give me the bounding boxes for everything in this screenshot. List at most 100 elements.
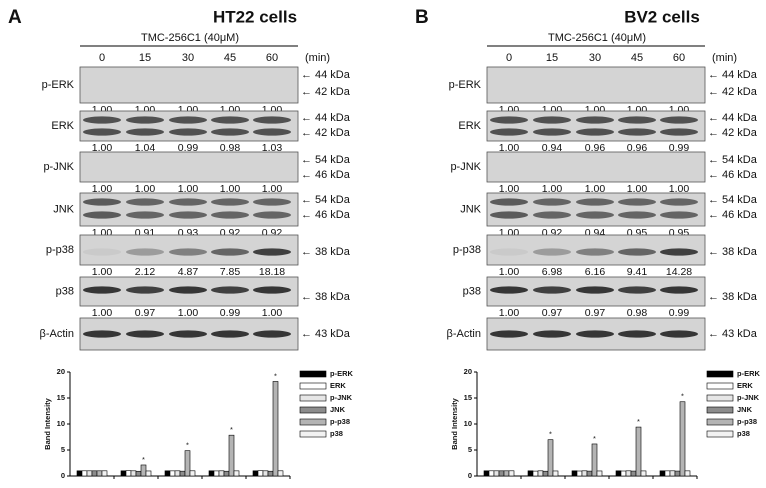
bar	[498, 470, 505, 477]
legend-swatch	[706, 370, 734, 378]
band	[618, 330, 656, 338]
band	[126, 330, 164, 338]
bar	[508, 470, 515, 477]
y-tick-label: 20	[464, 367, 472, 376]
band	[490, 248, 528, 256]
bar	[135, 470, 142, 477]
bar	[596, 470, 603, 477]
marker-arrow: ←	[708, 127, 719, 139]
quant-value: 0.98	[627, 307, 648, 319]
y-axis-label: Band Intensity	[43, 397, 52, 450]
legend-label: JNK	[737, 405, 753, 414]
marker-arrow: ←	[301, 69, 312, 81]
band	[169, 128, 207, 136]
legend-label: p-JNK	[737, 393, 760, 402]
band	[533, 116, 571, 124]
time-label: 30	[589, 52, 601, 64]
significance-marker: *	[186, 441, 189, 450]
quant-value: 6.16	[585, 266, 606, 278]
band	[253, 330, 291, 338]
bar	[659, 470, 666, 477]
band	[83, 198, 121, 206]
bar	[581, 470, 588, 477]
quant-value: 1.00	[499, 307, 520, 319]
bar	[684, 470, 691, 477]
band	[253, 128, 291, 136]
significance-marker: *	[274, 371, 277, 380]
y-tick-label: 0	[468, 471, 472, 480]
quant-value: 1.00	[178, 307, 199, 319]
y-tick-label: 0	[61, 471, 65, 480]
bar	[527, 470, 534, 477]
band	[126, 128, 164, 136]
band	[576, 116, 614, 124]
marker-arrow: ←	[708, 154, 719, 166]
marker-arrow: ←	[708, 291, 719, 303]
band	[618, 286, 656, 294]
band	[83, 211, 121, 219]
treatment-label: TMC-256C1 (40μM)	[141, 32, 239, 44]
quant-value: 4.87	[178, 266, 199, 278]
time-label: 30	[182, 52, 194, 64]
time-label: 45	[631, 52, 643, 64]
bar	[218, 470, 225, 477]
band	[126, 286, 164, 294]
quant-value: 6.98	[542, 266, 563, 278]
bar	[96, 470, 103, 477]
time-label: 15	[139, 52, 151, 64]
band	[576, 211, 614, 219]
legend-label: JNK	[330, 405, 346, 414]
bar	[120, 470, 127, 477]
marker-arrow: ←	[708, 328, 719, 340]
bar	[179, 470, 186, 477]
quant-value: 0.97	[585, 307, 606, 319]
bar	[547, 439, 554, 477]
band	[576, 286, 614, 294]
band	[211, 286, 249, 294]
blot-label: p-JNK	[450, 161, 481, 173]
quant-value: 1.00	[542, 183, 563, 195]
quant-value: 0.99	[669, 142, 690, 154]
bar	[630, 470, 637, 477]
bar	[184, 450, 191, 477]
quant-value: 1.03	[262, 142, 283, 154]
band	[126, 248, 164, 256]
quant-value: 0.97	[135, 307, 156, 319]
significance-marker: *	[230, 425, 233, 434]
bar	[145, 470, 152, 477]
marker-label: 46 kDa	[722, 209, 758, 221]
time-label: 60	[673, 52, 685, 64]
quant-value: 0.94	[542, 142, 563, 154]
legend-label: p38	[737, 429, 750, 438]
blot-label: p-JNK	[43, 161, 74, 173]
blot-label: p-ERK	[449, 79, 482, 91]
bar	[277, 470, 284, 477]
bar	[76, 470, 83, 477]
significance-marker: *	[637, 417, 640, 426]
bar	[228, 434, 235, 477]
band	[83, 248, 121, 256]
bar	[272, 381, 279, 477]
legend-label: p-p38	[737, 417, 757, 426]
quant-value: 1.00	[92, 266, 113, 278]
quant-value: 1.00	[92, 142, 113, 154]
marker-arrow: ←	[301, 328, 312, 340]
legend-swatch	[706, 418, 734, 426]
bar	[576, 470, 583, 477]
blot-image	[79, 192, 299, 227]
band	[533, 286, 571, 294]
bar	[257, 470, 264, 477]
panel-letter: A	[8, 7, 22, 28]
bar	[169, 470, 176, 477]
quant-value: 1.00	[585, 183, 606, 195]
band	[253, 248, 291, 256]
band	[576, 128, 614, 136]
time-label: 0	[506, 52, 512, 64]
blot-image	[486, 192, 706, 227]
legend-swatch	[299, 382, 327, 390]
marker-label: 46 kDa	[315, 169, 351, 181]
band	[660, 116, 698, 124]
y-tick-label: 20	[57, 367, 65, 376]
marker-arrow: ←	[301, 209, 312, 221]
marker-arrow: ←	[301, 246, 312, 258]
